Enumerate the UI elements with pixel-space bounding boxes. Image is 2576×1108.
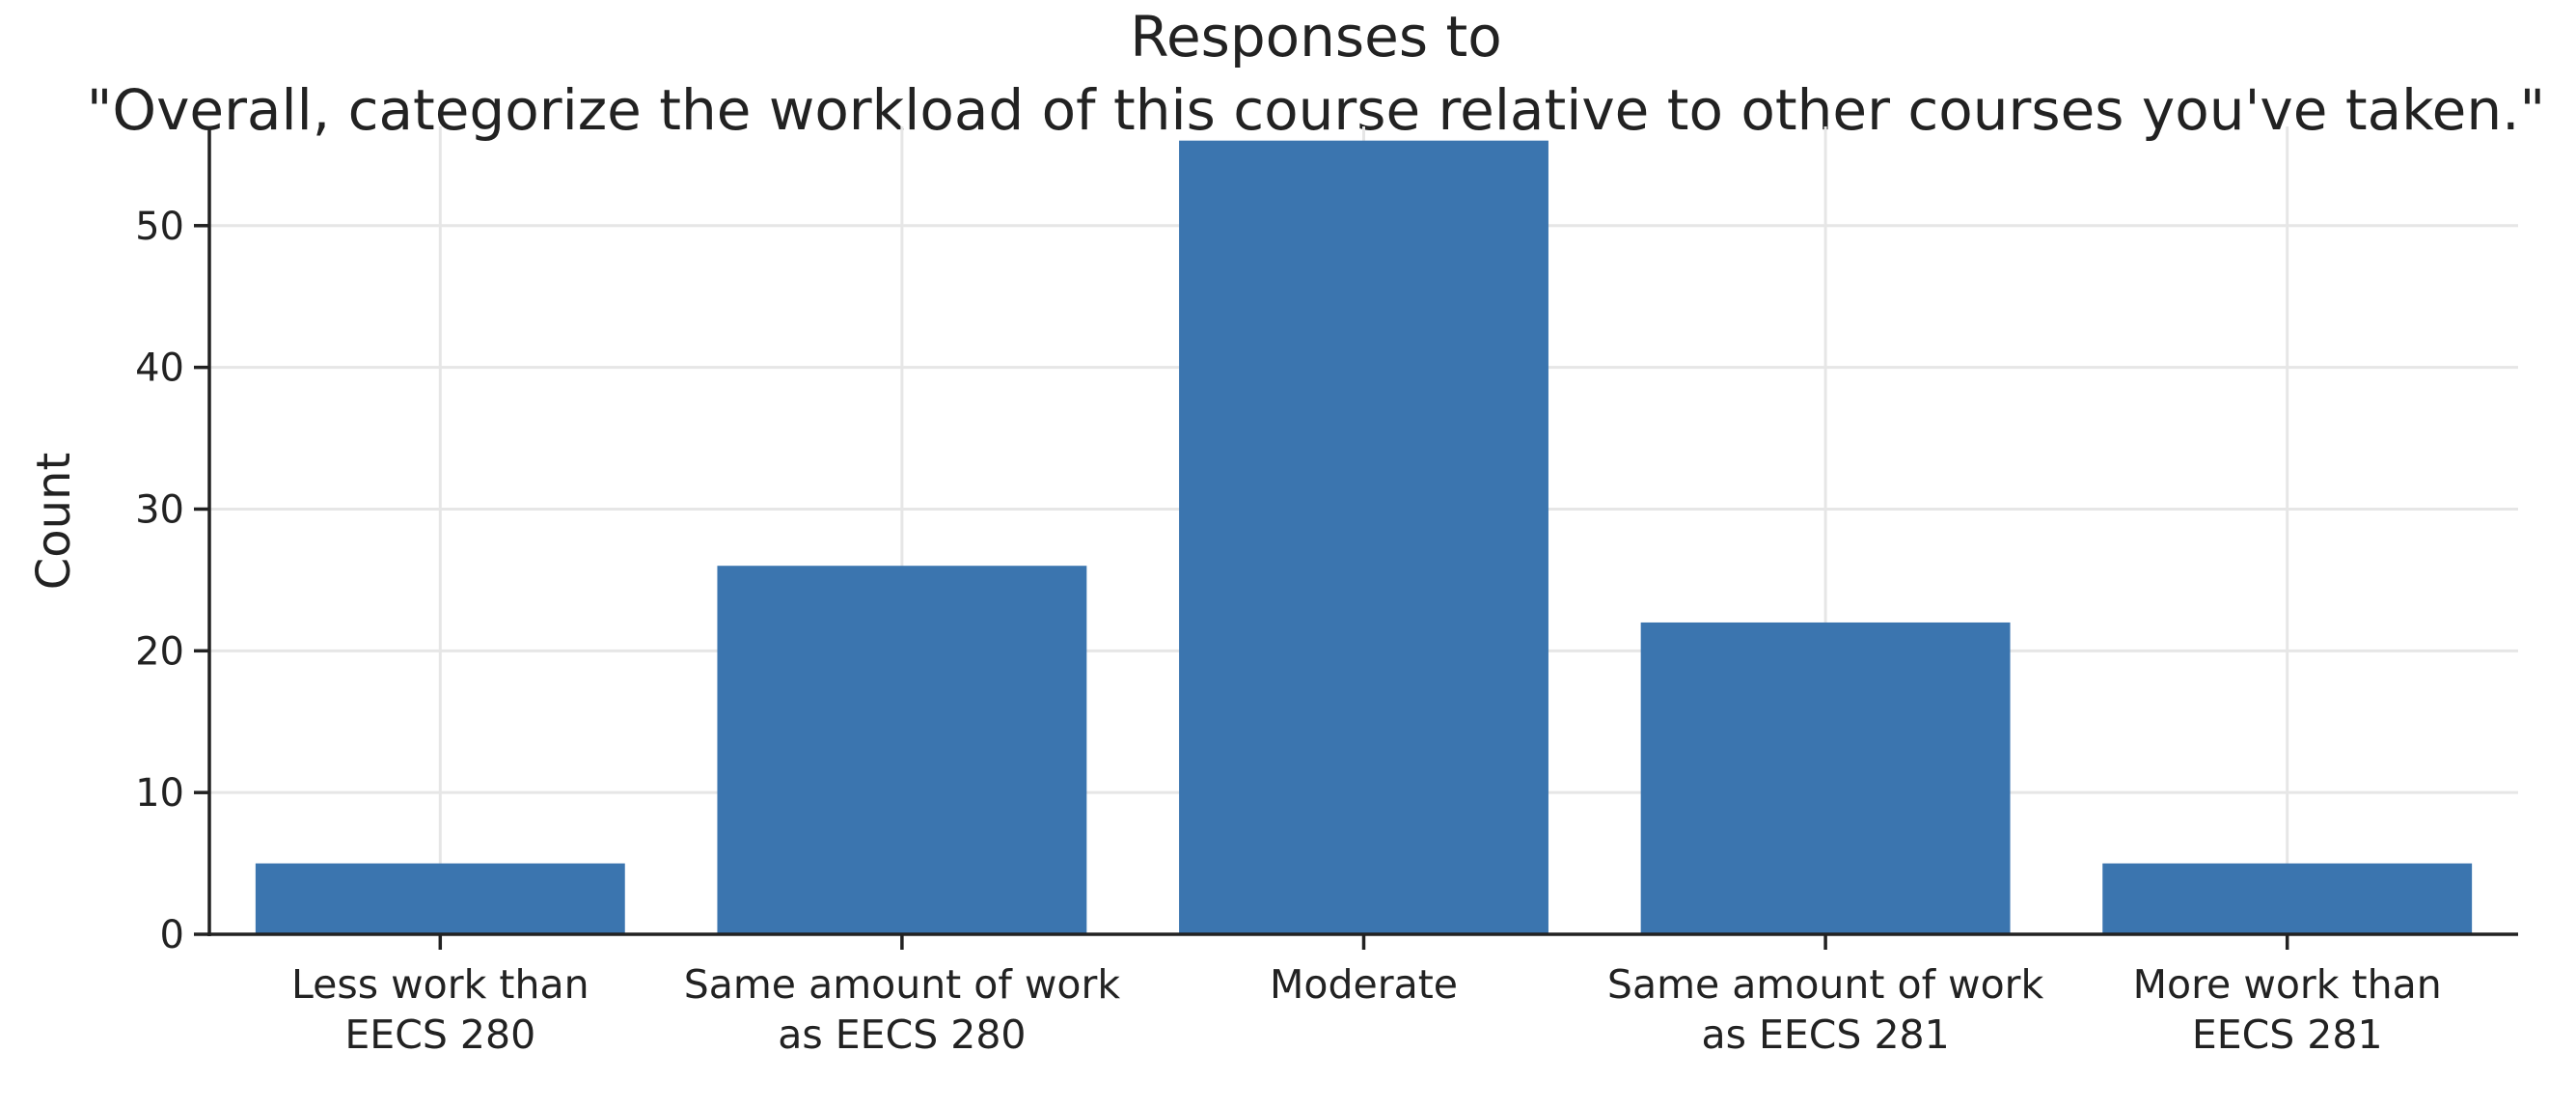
chart-title-line-2: "Overall, categorize the workload of thi…	[87, 77, 2546, 143]
chart-title-line-1: Responses to	[1130, 4, 1501, 69]
bar	[2102, 863, 2473, 934]
x-tick-label: Less work than	[291, 961, 589, 1008]
x-tick-label: EECS 280	[344, 1011, 535, 1058]
bar	[717, 566, 1087, 934]
y-tick-label: 40	[135, 346, 184, 391]
bar	[1640, 622, 2011, 934]
y-tick-label: 20	[135, 629, 184, 674]
y-tick-label: 50	[135, 205, 184, 249]
x-tick-label: as EECS 280	[778, 1011, 1026, 1058]
y-axis-label: Count	[27, 453, 81, 591]
bar	[255, 863, 625, 934]
x-tick-label: Same amount of work	[684, 961, 1121, 1008]
y-tick-label: 10	[135, 771, 184, 816]
y-tick-label: 30	[135, 487, 184, 532]
chart-title: Responses to "Overall, categorize the wo…	[87, 4, 2546, 143]
x-tick-label: as EECS 281	[1701, 1011, 1949, 1058]
x-tick-label: Moderate	[1270, 961, 1458, 1008]
y-axis-ticks: 0 10 20 30 40 50	[135, 205, 209, 957]
bars	[255, 140, 2473, 934]
x-tick-label: More work than	[2133, 961, 2442, 1008]
bar	[1179, 140, 1548, 934]
x-tick-label: EECS 281	[2192, 1011, 2383, 1058]
y-tick-label: 0	[160, 913, 184, 957]
x-tick-label: Same amount of work	[1607, 961, 2044, 1008]
